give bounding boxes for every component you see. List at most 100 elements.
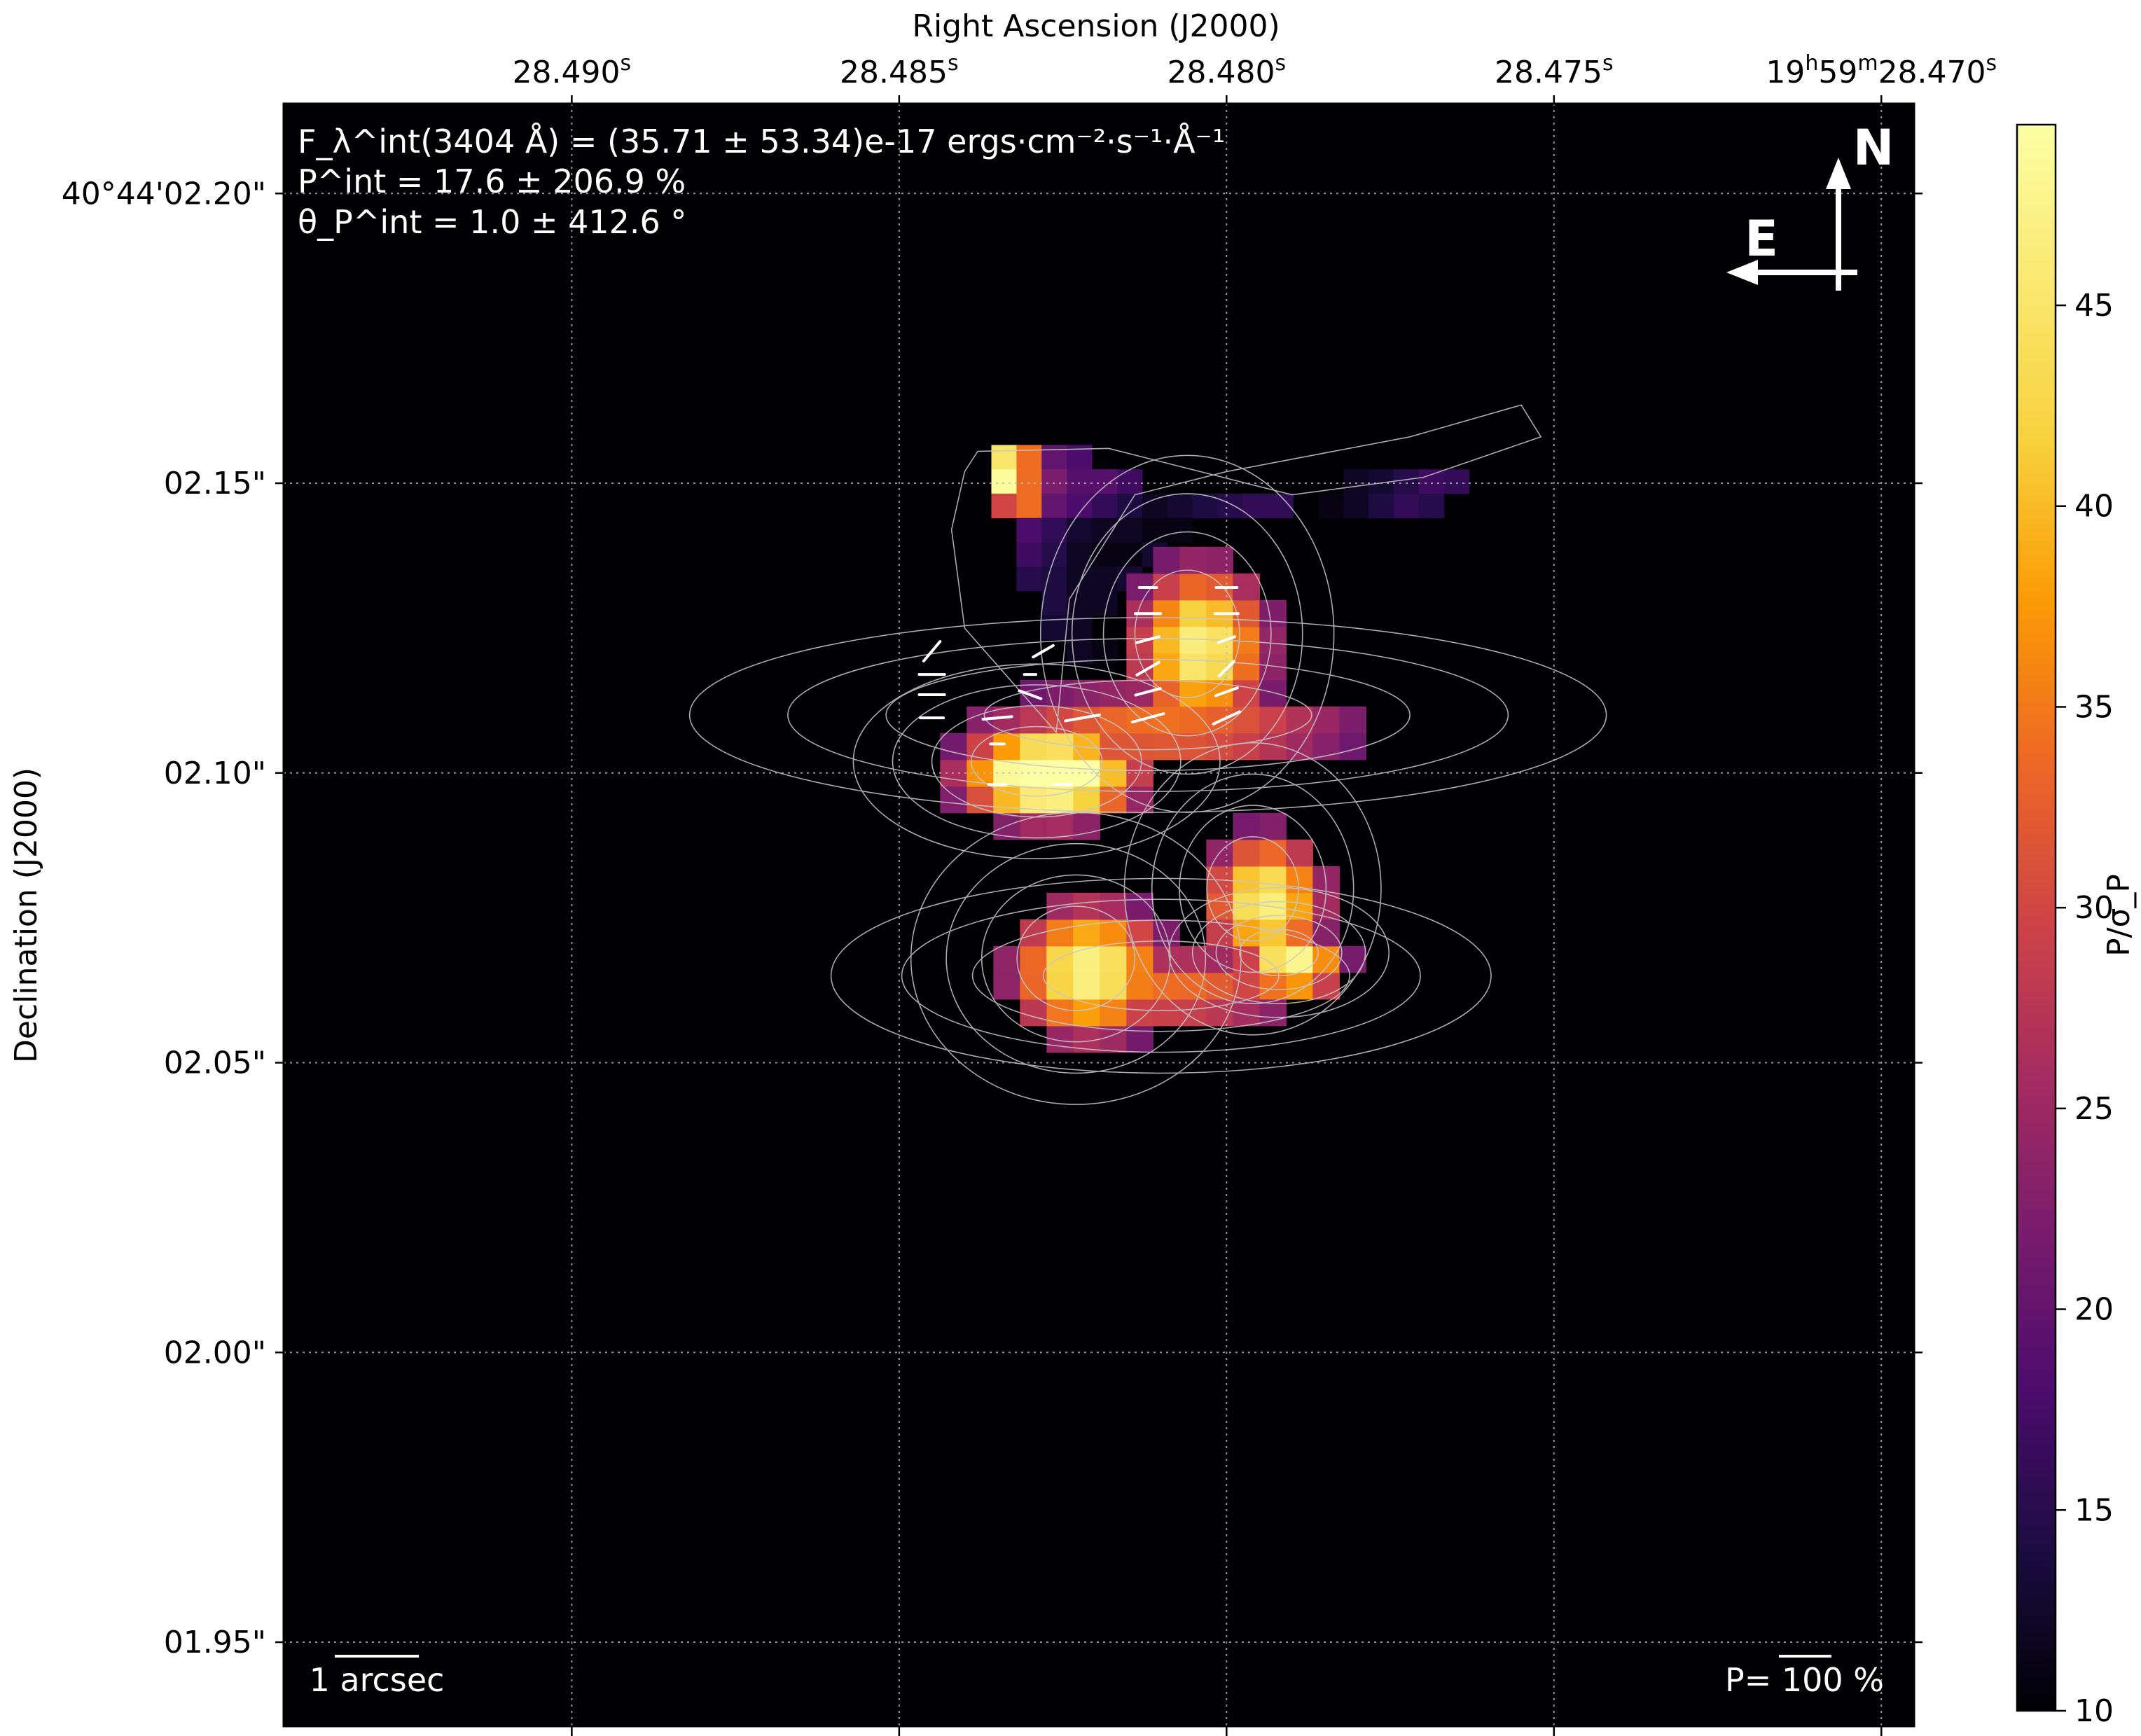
map-pixel xyxy=(1073,972,1100,1000)
intensity-contours xyxy=(688,404,1607,1105)
map-pixel xyxy=(1259,866,1287,894)
colorbar xyxy=(2016,123,2057,1712)
map-pixel xyxy=(993,732,1020,761)
map-pixel xyxy=(1167,518,1193,543)
map-pixel xyxy=(1339,706,1366,734)
map-pixel xyxy=(1153,732,1180,761)
map-pixel xyxy=(1443,469,1470,494)
map-pixel xyxy=(1067,493,1093,519)
plot-frame xyxy=(282,102,1915,1728)
map-pixel xyxy=(1233,945,1260,973)
map-pixel xyxy=(1259,599,1287,627)
map-pixel xyxy=(1233,626,1260,654)
map-pixel xyxy=(1016,567,1042,592)
map-pixel xyxy=(1233,839,1260,867)
map-pixel xyxy=(1020,999,1047,1027)
colorbar-tick-label: 30 xyxy=(2074,890,2114,926)
map-pixel xyxy=(1067,542,1093,567)
map-pixel xyxy=(1046,732,1074,761)
contour-line xyxy=(901,898,1421,1053)
map-pixel xyxy=(1153,945,1180,973)
contour-line xyxy=(1151,773,1354,1004)
map-pixel xyxy=(1418,469,1445,494)
map-pixel xyxy=(1179,599,1207,627)
map-pixel xyxy=(1092,518,1118,543)
map-pixel xyxy=(1100,999,1127,1027)
map-pixel xyxy=(1100,919,1127,947)
colorbar-tick-label: 45 xyxy=(2074,288,2114,324)
map-pixel xyxy=(1041,542,1067,567)
contour-line xyxy=(983,679,1312,751)
map-pixel xyxy=(1067,469,1093,494)
map-pixel xyxy=(1073,999,1100,1027)
contour-line xyxy=(885,658,1411,772)
map-pixel xyxy=(1126,972,1153,1000)
map-pixel xyxy=(993,972,1020,1000)
polarization-vector xyxy=(1130,712,1165,724)
map-pixel xyxy=(1067,590,1093,616)
compass-north-label: N xyxy=(1853,119,1894,176)
x-axis-title: Right Ascension (J2000) xyxy=(912,8,1280,44)
polarization-angle-annotation: θ_P^int = 1.0 ± 412.6 ° xyxy=(298,203,686,241)
map-pixel xyxy=(1312,706,1340,734)
map-pixel xyxy=(991,493,1017,519)
polarization-vector xyxy=(1217,635,1236,644)
y-tick-label: 01.95" xyxy=(164,1625,266,1660)
y-tick-label: 02.10" xyxy=(164,756,266,791)
polarization-vector xyxy=(1134,687,1162,697)
map-pixel xyxy=(1100,892,1127,920)
map-pixel xyxy=(1259,679,1287,707)
map-pixel xyxy=(1339,945,1366,973)
polarization-vector xyxy=(1032,644,1055,659)
map-pixel xyxy=(1142,493,1168,519)
polarization-vector xyxy=(1135,635,1161,644)
map-pixel xyxy=(1092,493,1118,519)
map-pixel xyxy=(1206,546,1233,574)
map-pixel xyxy=(1092,469,1118,494)
map-pixel xyxy=(1126,759,1153,787)
map-pixel xyxy=(993,945,1020,973)
x-tick-label: 28.480s xyxy=(1167,51,1287,90)
map-pixel xyxy=(1153,546,1180,574)
vector-scale-label: P= 100 % xyxy=(1725,1661,1884,1699)
map-pixel xyxy=(1092,542,1118,567)
contour-line xyxy=(945,842,1207,1074)
map-pixel xyxy=(1067,518,1093,543)
map-pixel xyxy=(1067,567,1093,592)
intensity-map xyxy=(940,445,1470,1053)
map-pixel xyxy=(1206,945,1233,973)
map-pixel xyxy=(1016,469,1042,494)
map-pixel xyxy=(1286,892,1313,920)
map-pixel xyxy=(1179,546,1207,574)
map-pixel xyxy=(1153,626,1180,654)
map-pixel xyxy=(1142,518,1168,543)
map-pixel xyxy=(1016,493,1042,519)
colorbar-tick-label: 25 xyxy=(2074,1091,2114,1127)
contour-line xyxy=(892,684,1182,839)
map-pixel xyxy=(1286,945,1313,973)
compass-icon: N E xyxy=(1726,119,1894,291)
map-pixel xyxy=(1126,999,1153,1027)
contour-line xyxy=(1016,905,1136,1011)
map-pixel xyxy=(1016,518,1042,543)
contour-line xyxy=(1191,901,1366,1004)
contour-line xyxy=(830,877,1492,1074)
map-pixel xyxy=(1067,639,1093,665)
x-tick-label: 28.475s xyxy=(1495,51,1614,90)
map-pixel xyxy=(1092,590,1118,616)
map-pixel xyxy=(1233,972,1260,1000)
map-pixel xyxy=(1286,706,1313,734)
map-pixel xyxy=(1100,945,1127,973)
map-pixel xyxy=(1343,493,1369,519)
polarization-vector xyxy=(922,640,942,662)
contour-line xyxy=(1168,887,1390,1018)
map-pixel xyxy=(1041,445,1067,470)
map-pixel xyxy=(1153,679,1180,707)
map-pixel xyxy=(1046,919,1074,947)
axis-ticks: 28.490s 28.485s 28.480s 28.475s 19h59m28.470… xyxy=(62,51,1997,1736)
contour-line xyxy=(971,919,1350,1032)
polarization-degree-annotation: P^int = 17.6 ± 206.9 % xyxy=(298,162,686,200)
map-pixel xyxy=(1116,518,1143,543)
map-pixel xyxy=(1153,999,1180,1027)
polarization-vectors xyxy=(917,585,1242,786)
